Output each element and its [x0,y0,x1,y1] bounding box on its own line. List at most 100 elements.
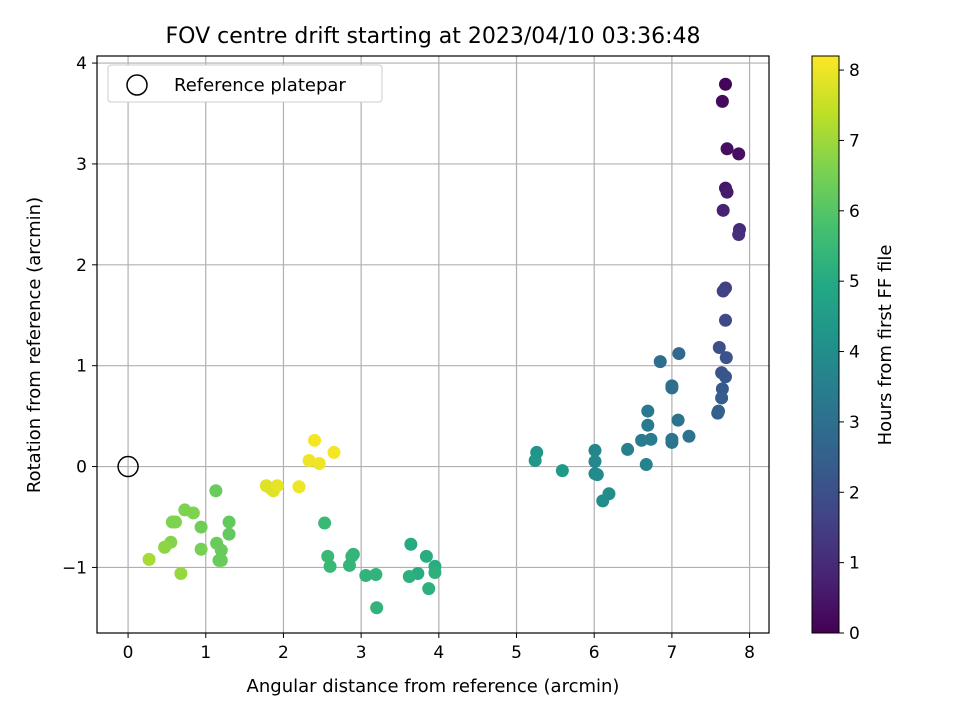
colorbar-tick-label: 5 [849,272,860,292]
y-tick-label: −1 [62,558,87,578]
data-point [428,565,442,579]
colorbar-tick-label: 7 [849,131,860,151]
data-point [590,468,604,482]
data-point [323,559,337,573]
colorbar-tick-label: 0 [849,624,860,644]
data-point [402,570,416,584]
y-tick-label: 0 [76,458,87,478]
data-point [312,457,326,471]
colorbar-label: Hours from first FF file [875,245,896,446]
data-point [308,433,322,447]
y-tick-label: 3 [76,155,87,175]
data-point [342,558,356,572]
data-point [186,506,200,520]
x-tick-label: 8 [744,643,755,663]
x-axis-ticks: 0 1 2 3 4 5 6 7 8 [123,633,755,663]
x-tick-label: 2 [278,643,289,663]
x-tick-label: 3 [356,643,367,663]
x-tick-label: 7 [666,643,677,663]
data-point [716,284,730,298]
data-point [641,404,655,418]
reference-layer [117,455,139,478]
x-axis-label: Angular distance from reference (arcmin) [247,676,620,697]
data-point [596,494,610,508]
data-point [292,480,306,494]
data-point [222,527,236,541]
y-tick-label: 2 [76,256,87,276]
x-tick-label: 4 [433,643,444,663]
data-point [712,341,726,355]
data-point [318,516,332,530]
data-point [641,418,655,432]
reference-point-marker [117,455,139,478]
data-point [270,479,284,493]
x-tick-label: 6 [589,643,600,663]
colorbar-tick-label: 1 [849,554,860,574]
x-tick-label: 0 [123,643,134,663]
colorbar-gradient [811,55,840,634]
y-axis-ticks: −1 0 1 2 3 4 [62,54,97,578]
data-point [732,147,746,161]
chart-title: FOV centre drift starting at 2023/04/10 … [166,24,701,49]
data-point [639,458,653,472]
data-point [168,515,182,529]
data-point [370,601,384,615]
data-point [359,569,373,583]
data-point [672,347,686,361]
y-tick-label: 4 [76,54,87,74]
data-point [653,355,667,369]
data-point [174,566,188,580]
colorbar-tick-label: 3 [849,413,860,433]
x-tick-label: 1 [200,643,211,663]
data-point [719,351,733,365]
data-points [142,77,746,615]
data-point [718,313,732,327]
data-point [302,454,316,468]
data-point [732,228,746,242]
data-point [369,567,383,581]
data-point [665,381,679,395]
data-point [142,552,156,566]
data-point [528,454,542,468]
data-point [214,543,228,557]
colorbar-tick-label: 2 [849,483,860,503]
data-point [715,391,729,405]
data-point [715,94,729,108]
data-point [665,435,679,449]
data-point [327,445,341,459]
colorbar-ticks: 0 1 2 3 4 5 6 7 8 [839,61,860,644]
data-point [212,553,226,567]
data-point [158,540,172,554]
data-point [718,77,732,91]
data-point [321,549,335,563]
colorbar-tick-label: 6 [849,202,860,222]
plot-frame [96,55,770,634]
grid [97,56,769,633]
data-point [588,455,602,469]
data-point [222,515,236,529]
data-point [194,520,208,534]
y-tick-label: 1 [76,357,87,377]
data-point [419,549,433,563]
data-point [621,442,635,456]
data-point [194,542,208,556]
data-point [635,433,649,447]
colorbar: 0 1 2 3 4 5 6 7 8 Hours from first FF file [811,55,896,644]
data-point [718,370,732,384]
legend-reference-marker [126,74,148,96]
data-point [711,406,725,420]
legend-box [107,64,383,103]
colorbar-tick-label: 8 [849,61,860,81]
colorbar-tick-label: 4 [849,343,860,363]
data-point [720,185,734,199]
data-point [555,464,569,478]
data-point [671,413,685,427]
legend-label-reference: Reference platepar [174,75,346,96]
data-point [682,429,696,443]
data-point [422,582,436,596]
data-point [588,443,602,457]
data-point [404,537,418,551]
data-point [716,203,730,217]
x-tick-label: 5 [511,643,522,663]
